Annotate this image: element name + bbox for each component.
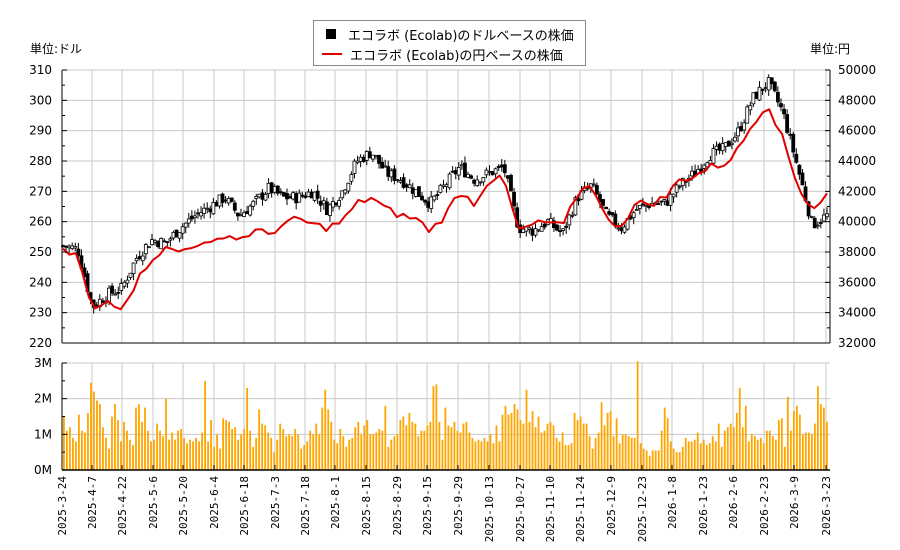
svg-text:2025-7-3: 2025-7-3 (269, 476, 282, 529)
svg-text:2026-2-6: 2026-2-6 (727, 476, 740, 529)
svg-text:2025-4-22: 2025-4-22 (116, 476, 129, 536)
axes (61, 69, 831, 471)
svg-text:2M: 2M (34, 392, 52, 406)
svg-text:250: 250 (29, 245, 52, 259)
svg-text:2025-10-13: 2025-10-13 (483, 476, 496, 542)
volume-bars (63, 361, 828, 470)
left-axis-labels: 310 300 290 280 270 260 250 240 230 220 (29, 63, 52, 350)
svg-text:2025-6-18: 2025-6-18 (238, 476, 251, 536)
svg-text:280: 280 (29, 154, 52, 168)
left-unit-label: 単位:ドル (30, 42, 83, 56)
svg-text:2025-11-24: 2025-11-24 (574, 476, 587, 543)
svg-text:2026-1-8: 2026-1-8 (666, 476, 679, 529)
legend-item-usd: エコラボ (Ecolab)のドルベースの株価 (322, 24, 574, 44)
svg-text:300: 300 (29, 93, 52, 107)
svg-text:2025-5-6: 2025-5-6 (147, 476, 160, 529)
svg-text:2026-3-23: 2026-3-23 (820, 476, 833, 536)
right-axis-labels: 50000 48000 46000 44000 42000 40000 38000 36000… (838, 63, 876, 350)
svg-text:42000: 42000 (838, 184, 876, 198)
svg-text:2025-8-29: 2025-8-29 (391, 476, 404, 536)
red-line-icon (322, 53, 342, 55)
svg-text:2025-9-15: 2025-9-15 (421, 476, 434, 536)
svg-text:1M: 1M (34, 427, 52, 441)
legend-usd-label: エコラボ (Ecolab)のドルベースの株価 (348, 28, 574, 44)
svg-text:32000: 32000 (838, 336, 876, 350)
svg-text:38000: 38000 (838, 245, 876, 259)
black-square-icon (326, 29, 336, 39)
svg-text:2026-1-23: 2026-1-23 (697, 476, 710, 536)
svg-text:50000: 50000 (838, 63, 876, 77)
svg-text:44000: 44000 (838, 154, 876, 168)
svg-text:2025-3-24: 2025-3-24 (56, 476, 69, 536)
svg-text:2025-12-23: 2025-12-23 (636, 476, 649, 542)
svg-text:2025-8-15: 2025-8-15 (360, 476, 373, 536)
volume-axis-labels: 3M 2M 1M 0M (34, 356, 52, 477)
right-unit-label: 単位:円 (810, 42, 851, 56)
svg-text:2026-3-9: 2026-3-9 (788, 476, 801, 529)
svg-text:0M: 0M (34, 463, 52, 477)
svg-text:2025-8-1: 2025-8-1 (329, 476, 342, 529)
svg-text:40000: 40000 (838, 215, 876, 229)
svg-text:2026-2-23: 2026-2-23 (758, 476, 771, 536)
svg-text:2025-6-4: 2025-6-4 (208, 476, 221, 529)
svg-text:2025-9-29: 2025-9-29 (452, 476, 465, 536)
svg-text:290: 290 (29, 124, 52, 138)
legend-item-jpy: エコラボ (Ecolab)の円ベースの株価 (322, 44, 563, 64)
svg-text:270: 270 (29, 184, 52, 198)
price-grid (61, 69, 830, 344)
svg-text:36000: 36000 (838, 275, 876, 289)
svg-text:3M: 3M (34, 356, 52, 370)
x-axis-date-labels: 2025-3-24 2025-4-7 2025-4-22 2025-5-6 2025-5… (56, 476, 833, 543)
usd-candlesticks (61, 74, 829, 314)
svg-text:2025-4-7: 2025-4-7 (86, 476, 99, 529)
jpy-price-line (62, 108, 828, 311)
svg-text:2025-7-18: 2025-7-18 (299, 476, 312, 536)
svg-text:2025-5-20: 2025-5-20 (177, 476, 190, 536)
svg-text:2025-12-9: 2025-12-9 (605, 476, 618, 536)
chart-legend: エコラボ (Ecolab)のドルベースの株価 エコラボ (Ecolab)の円ベー… (313, 20, 586, 66)
svg-text:34000: 34000 (838, 306, 876, 320)
svg-text:46000: 46000 (838, 124, 876, 138)
svg-text:220: 220 (29, 336, 52, 350)
svg-text:2025-11-10: 2025-11-10 (544, 476, 557, 542)
svg-text:230: 230 (29, 306, 52, 320)
svg-text:240: 240 (29, 275, 52, 289)
svg-text:2025-10-27: 2025-10-27 (514, 476, 527, 542)
svg-text:310: 310 (29, 63, 52, 77)
svg-text:260: 260 (29, 215, 52, 229)
svg-text:48000: 48000 (838, 93, 876, 107)
legend-jpy-label: エコラボ (Ecolab)の円ベースの株価 (350, 48, 563, 64)
